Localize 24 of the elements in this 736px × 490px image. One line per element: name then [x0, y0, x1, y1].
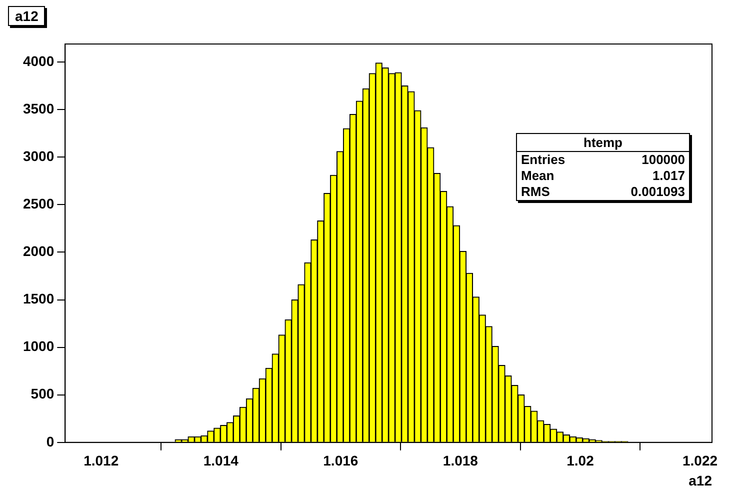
x-tick-label: 1.022 [682, 452, 718, 469]
annotation: htemp [517, 134, 689, 152]
x-tick-label: 1.016 [323, 452, 358, 469]
x-tick-label: 1.012 [84, 452, 119, 469]
y-tick-label: 0 [46, 433, 54, 450]
y-tick-label: 4000 [22, 52, 54, 69]
y-tick-label: 1500 [22, 290, 54, 307]
x-tick-label: 1.014 [203, 452, 239, 469]
annotation: Entries [521, 152, 566, 168]
y-tick-label: 3000 [22, 148, 54, 164]
annotation: 0.001093 [630, 184, 685, 200]
chart-title: a12 [8, 6, 46, 26]
annotation: 1.017 [652, 168, 685, 184]
x-tick-label: 1.018 [442, 452, 478, 469]
x-tick-label: 1.02 [566, 452, 594, 469]
y-tick-label: 3500 [22, 100, 54, 116]
x-axis-title: a12 [688, 472, 712, 488]
annotation: RMS [521, 184, 550, 200]
annotation: Mean [521, 168, 554, 184]
y-tick-label: 500 [30, 386, 54, 402]
y-tick-label: 2500 [22, 196, 54, 212]
y-tick-label: 2000 [22, 243, 54, 260]
y-tick-label: 1000 [22, 338, 54, 354]
annotation: 100000 [642, 152, 685, 168]
